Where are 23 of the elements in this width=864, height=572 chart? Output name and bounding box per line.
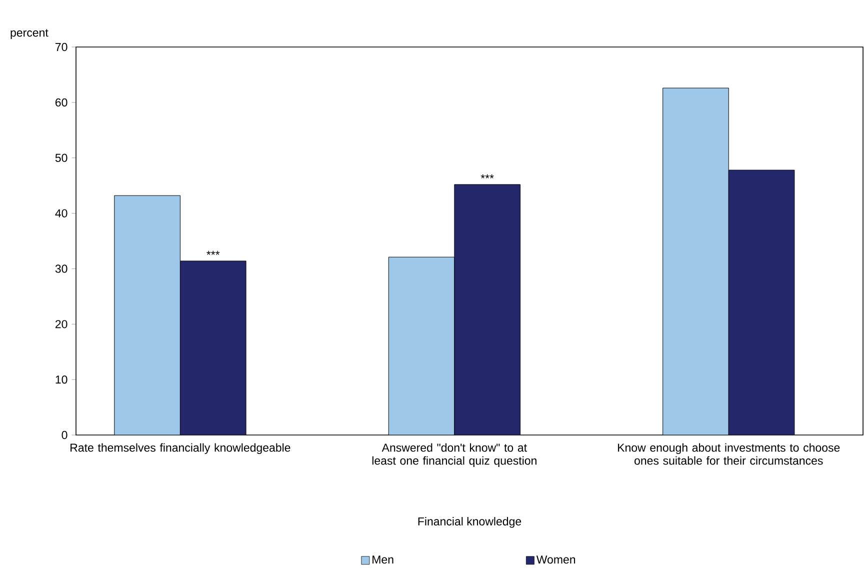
bar	[114, 195, 180, 435]
x-tick-label: Rate themselves financially knowledgeable	[70, 443, 290, 454]
y-tick-label: 10	[56, 376, 68, 384]
y-tick-label: 0	[62, 430, 68, 440]
annotation: ***	[206, 250, 220, 255]
y-tick-label: 40	[55, 209, 68, 218]
bar	[662, 88, 729, 435]
bar	[728, 170, 795, 435]
annotation: ***	[480, 174, 494, 178]
x-tick-label: Answered "don't know" to at least one financial quiz question	[372, 443, 536, 468]
x-axis-title: Financial knowledge	[418, 517, 522, 528]
legend-label: Men	[372, 556, 394, 564]
y-tick-label: 30	[55, 264, 68, 273]
y-axis-title: percent	[10, 29, 48, 39]
bar	[180, 260, 246, 435]
y-tick-label: 60	[56, 98, 68, 106]
bar	[388, 256, 455, 435]
y-tick-label: 70	[56, 42, 68, 52]
legend-label: Women	[536, 556, 576, 564]
bar	[454, 184, 520, 435]
y-tick-label: 50	[55, 154, 68, 162]
x-tick-label: Know enough about investments to choose ones suitable for their circumstances	[618, 443, 840, 465]
y-tick-label: 20	[56, 320, 68, 328]
